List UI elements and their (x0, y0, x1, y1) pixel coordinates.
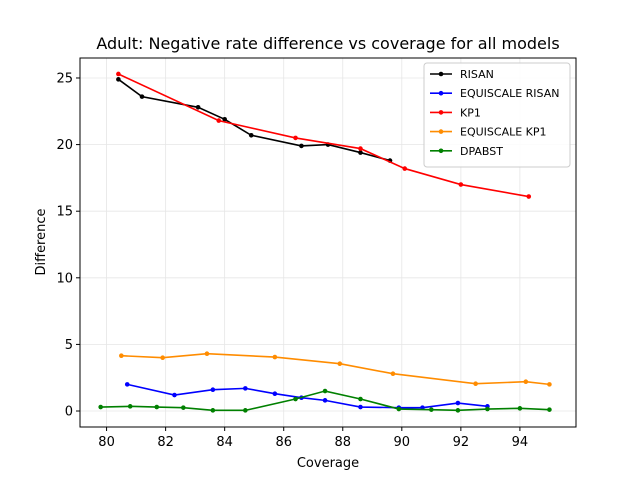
data-point (358, 150, 363, 155)
data-point (299, 143, 304, 149)
data-point (116, 71, 121, 77)
legend-marker (438, 148, 444, 154)
data-point (243, 408, 248, 413)
data-point (248, 132, 254, 138)
legend-marker (438, 90, 444, 96)
data-point (119, 353, 124, 359)
legend-entry: RISAN (430, 68, 494, 81)
legend-entry: EQUISCALE RISAN (430, 87, 560, 100)
x-tick-label: 90 (394, 435, 411, 450)
data-point (272, 354, 278, 360)
data-point (181, 405, 186, 410)
data-point (293, 396, 298, 402)
legend-entry: KP1 (430, 106, 481, 119)
data-point (243, 386, 248, 391)
series-line (127, 383, 488, 409)
data-point (547, 407, 552, 412)
data-point (523, 379, 529, 385)
data-point (98, 404, 103, 410)
x-tick-label: 80 (98, 435, 115, 450)
legend-label: KP1 (460, 106, 481, 119)
data-point (455, 408, 461, 413)
data-point (216, 118, 222, 123)
data-point (322, 388, 328, 394)
x-tick-label: 94 (512, 435, 529, 450)
x-tick-label: 88 (334, 435, 351, 450)
series-layer (98, 71, 552, 413)
legend: RISAN EQUISCALE RISAN KP1 EQUISCALE KP1 DPAB… (423, 62, 571, 168)
series-kp1 (116, 71, 532, 199)
data-point (455, 400, 461, 406)
series-dpabst (98, 388, 552, 413)
x-tick-label: 92 (453, 435, 470, 450)
legend-marker (438, 110, 444, 115)
legend-marker (438, 71, 444, 77)
data-point (210, 387, 216, 393)
y-tick-label: 25 (56, 71, 73, 86)
data-point (429, 407, 434, 412)
data-point (322, 398, 328, 403)
data-point (222, 116, 227, 122)
data-point (358, 404, 363, 410)
data-point (485, 406, 490, 412)
y-axis-label: Difference (34, 208, 49, 275)
x-tick-label: 84 (216, 435, 233, 450)
legend-entry: DPABST (430, 145, 503, 158)
data-point (390, 371, 396, 377)
plot-frame (79, 57, 577, 428)
data-point (160, 355, 165, 361)
ticks: 80 82 84 86 88 90 92 94 0 5 10 15 20 25 (56, 71, 528, 450)
legend-label: EQUISCALE RISAN (460, 87, 560, 100)
data-point (358, 146, 363, 151)
y-tick-label: 10 (56, 271, 73, 286)
data-point (139, 94, 145, 99)
legend-label: EQUISCALE KP1 (460, 126, 547, 139)
data-point (547, 382, 552, 387)
legend-box (423, 62, 571, 168)
data-point (473, 381, 478, 387)
x-axis-label: Coverage (297, 456, 359, 471)
data-point (517, 406, 523, 411)
data-point (272, 391, 278, 396)
data-point (293, 135, 298, 141)
data-point (358, 396, 363, 402)
data-point (154, 404, 160, 410)
data-point (396, 406, 402, 412)
data-point (195, 104, 201, 110)
y-tick-label: 15 (56, 205, 73, 220)
series-equiscale-kp1 (119, 351, 552, 387)
data-point (210, 408, 216, 413)
legend-marker (438, 129, 444, 134)
legend-entry: EQUISCALE KP1 (430, 126, 547, 139)
y-tick-label: 0 (65, 405, 73, 420)
data-point (402, 166, 408, 171)
data-point (458, 182, 464, 187)
x-tick-label: 82 (157, 435, 174, 450)
y-tick-label: 5 (65, 338, 73, 353)
data-point (526, 194, 532, 199)
data-point (172, 392, 177, 398)
chart-title: Adult: Negative rate difference vs cover… (96, 34, 559, 53)
y-tick-label: 20 (56, 138, 73, 153)
data-point (124, 382, 130, 387)
data-point (127, 404, 133, 409)
legend-label: RISAN (460, 68, 494, 81)
data-point (204, 351, 210, 357)
legend-label: DPABST (460, 145, 503, 158)
data-point (116, 77, 121, 82)
data-point (337, 361, 343, 367)
x-tick-label: 86 (275, 435, 292, 450)
